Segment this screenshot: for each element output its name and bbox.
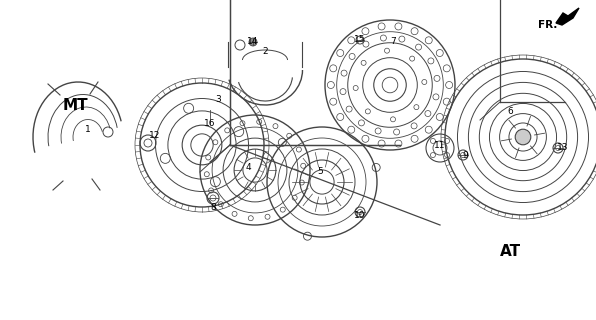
Text: 1: 1 xyxy=(85,125,91,134)
Text: 4: 4 xyxy=(245,164,251,172)
Text: 12: 12 xyxy=(150,131,161,140)
Text: 15: 15 xyxy=(354,36,366,44)
Text: MT: MT xyxy=(62,98,88,113)
Text: 3: 3 xyxy=(215,95,221,105)
Text: 5: 5 xyxy=(317,167,323,177)
Text: 13: 13 xyxy=(557,143,569,153)
Text: 16: 16 xyxy=(204,119,216,129)
Text: 7: 7 xyxy=(390,37,396,46)
Text: 14: 14 xyxy=(247,37,259,46)
Text: 8: 8 xyxy=(210,204,216,212)
Text: 11: 11 xyxy=(434,140,446,149)
Text: 9: 9 xyxy=(462,150,468,159)
Text: 2: 2 xyxy=(262,47,268,57)
Text: FR.: FR. xyxy=(538,20,558,30)
Text: 6: 6 xyxy=(507,108,513,116)
Polygon shape xyxy=(556,8,579,25)
Circle shape xyxy=(249,38,257,46)
Text: 10: 10 xyxy=(354,211,366,220)
Circle shape xyxy=(515,129,531,145)
Text: AT: AT xyxy=(499,244,520,260)
